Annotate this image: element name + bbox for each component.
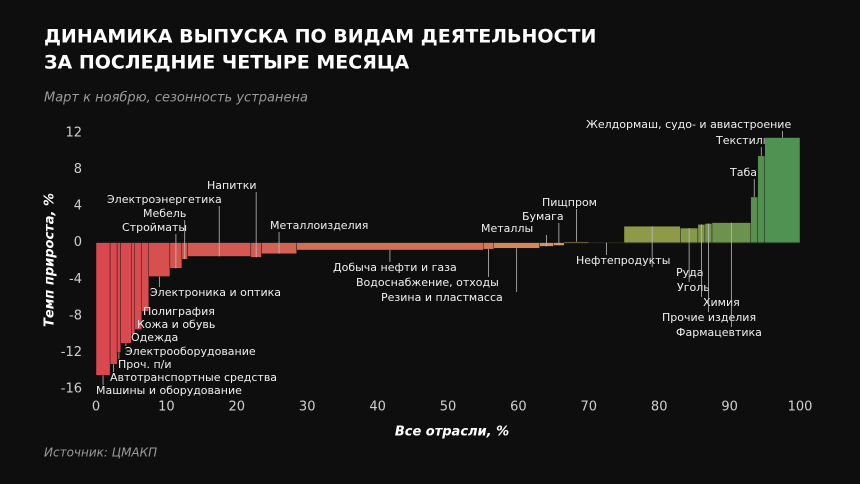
bar [120, 242, 132, 344]
bar-label: Текстиль [715, 134, 769, 147]
x-tick-label: 60 [510, 400, 527, 415]
bar [130, 242, 135, 335]
source: Источник: ЦМАКП [44, 446, 157, 460]
x-tick-label: 70 [581, 400, 598, 415]
x-tick-label: 40 [369, 400, 386, 415]
bar [493, 242, 540, 249]
y-tick-label: -4 [69, 272, 82, 287]
x-tick-label: 90 [721, 400, 738, 415]
bar-label: Электроэнергетика [107, 193, 222, 206]
bar-label: Кожа и обувь [137, 318, 215, 331]
bar [134, 242, 142, 330]
y-axis-label: Темп прироста, % [43, 193, 58, 327]
bar-label: Машины и оборудование [96, 384, 242, 397]
x-axis-label: Все отрасли, % [395, 425, 509, 440]
bar-label: Бумага [522, 210, 564, 223]
x-tick-label: 0 [92, 400, 100, 415]
bar-label: Добыча нефти и газа [333, 261, 457, 274]
y-tick-label: -8 [69, 308, 82, 323]
y-tick-label: 0 [74, 235, 82, 250]
bar-label: Фармацевтика [676, 326, 762, 339]
bar [109, 242, 118, 365]
bar-label: Табак [729, 166, 764, 179]
chart-title: ЗА ПОСЛЕДНИЕ ЧЕТЫРЕ МЕСЯЦА [44, 52, 409, 74]
bar-label: Электрооборудование [125, 345, 256, 358]
y-tick-label: -12 [61, 345, 82, 360]
bar-label: Прочие изделия [662, 311, 756, 324]
x-tick-label: 80 [651, 400, 668, 415]
bar-label: Желдормаш, судо- и авиастроение [586, 118, 791, 131]
x-tick-label: 20 [229, 400, 246, 415]
bar-label: Химия [703, 296, 740, 309]
bar-label: Металлы [481, 222, 533, 235]
bar-label: Руда [676, 266, 704, 279]
bar-label: Одежда [131, 331, 178, 344]
x-tick-label: 50 [440, 400, 457, 415]
bar-label: Водоснабжение, отходы [356, 276, 499, 289]
bar [148, 242, 171, 277]
chart-subtitle: Март к ноябрю, сезонность устранена [44, 91, 308, 106]
chart-title: ДИНАМИКА ВЫПУСКА ПО ВИДАМ ДЕЯТЕЛЬНОСТИ [44, 26, 596, 48]
bar [483, 242, 494, 250]
bar [141, 242, 149, 312]
bar [116, 242, 121, 353]
y-tick-label: 12 [65, 126, 82, 141]
bar-label: Нефтепродукты [576, 254, 670, 267]
bar [757, 155, 766, 243]
bar-label: Пищпром [542, 196, 597, 209]
bar-label: Автотранспортные средства [110, 371, 277, 384]
bar-label: Напитки [207, 179, 257, 192]
x-tick-label: 10 [158, 400, 175, 415]
bar-label: Электроника и оптика [150, 286, 281, 299]
bar [296, 242, 484, 251]
bar-label: Мебель [143, 207, 186, 220]
bar [563, 241, 589, 243]
y-tick-label: 8 [74, 162, 82, 177]
bar [750, 196, 758, 243]
x-tick-label: 30 [299, 400, 316, 415]
bar [764, 137, 801, 243]
bar [95, 242, 111, 376]
bar-label: Стройматы [122, 221, 187, 234]
y-tick-label: -16 [61, 382, 82, 397]
bar-label: Проч. п/и [118, 358, 172, 371]
y-tick-label: 4 [74, 199, 82, 214]
bar-label: Уголь [677, 281, 710, 294]
x-tick-label: 100 [788, 400, 813, 415]
bar-label: Металлоизделия [270, 219, 368, 232]
bar-label: Резина и пластмасса [381, 291, 503, 304]
bar-label: Полиграфия [143, 305, 215, 318]
